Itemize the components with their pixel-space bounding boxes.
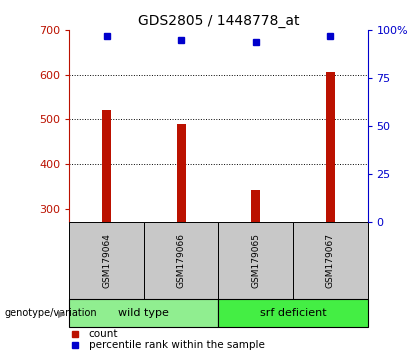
Bar (69, 299, 218, 327)
Bar (144, 222, 218, 299)
Text: GSM179064: GSM179064 (102, 233, 111, 288)
Bar (218, 299, 368, 327)
Text: wild type: wild type (118, 308, 169, 318)
Text: percentile rank within the sample: percentile rank within the sample (89, 340, 265, 350)
Text: GSM179067: GSM179067 (326, 233, 335, 288)
Text: srf deficient: srf deficient (260, 308, 326, 318)
Bar (69, 222, 144, 299)
Bar (102, 110, 111, 222)
Title: GDS2805 / 1448778_at: GDS2805 / 1448778_at (138, 14, 299, 28)
Text: ▶: ▶ (58, 308, 66, 318)
Text: genotype/variation: genotype/variation (4, 308, 97, 318)
Text: GSM179066: GSM179066 (177, 233, 186, 288)
Bar (293, 222, 368, 299)
Bar (326, 72, 335, 222)
Bar (177, 124, 186, 222)
Bar (218, 222, 293, 299)
Text: count: count (89, 329, 118, 338)
Text: GSM179065: GSM179065 (251, 233, 260, 288)
Bar (251, 190, 260, 222)
